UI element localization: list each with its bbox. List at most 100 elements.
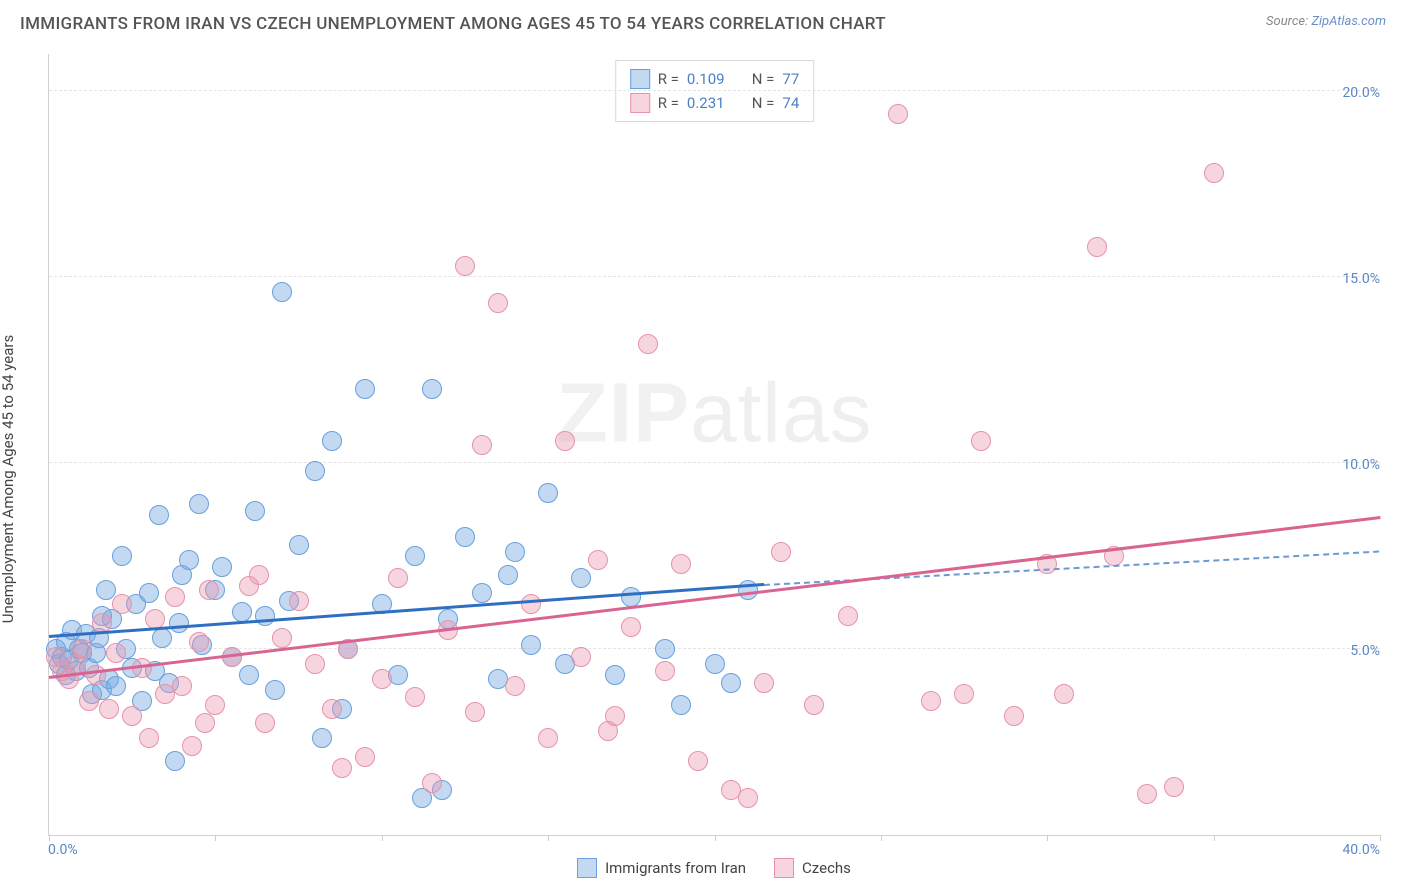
data-point: [621, 587, 641, 607]
data-point: [112, 546, 132, 566]
legend-swatch: [577, 858, 597, 878]
data-point: [555, 654, 575, 674]
data-point: [322, 699, 342, 719]
data-point: [116, 639, 136, 659]
data-point: [1087, 237, 1107, 257]
data-point: [405, 546, 425, 566]
watermark: ZIPatlas: [556, 365, 872, 462]
data-point: [289, 591, 309, 611]
data-point: [355, 379, 375, 399]
data-point: [771, 542, 791, 562]
gridline: [49, 462, 1380, 463]
data-point: [432, 780, 452, 800]
data-point: [521, 594, 541, 614]
legend-swatch: [774, 858, 794, 878]
data-point: [132, 691, 152, 711]
y-tick-label: 5.0%: [1350, 643, 1380, 659]
r-label: R =: [658, 91, 679, 115]
data-point: [172, 676, 192, 696]
data-point: [971, 431, 991, 451]
data-point: [305, 461, 325, 481]
data-point: [289, 535, 309, 555]
data-point: [182, 736, 202, 756]
data-point: [106, 676, 126, 696]
data-point: [738, 788, 758, 808]
data-point: [189, 494, 209, 514]
x-tick: [548, 835, 549, 841]
data-point: [165, 587, 185, 607]
data-point: [388, 665, 408, 685]
correlation-row: R =0.109 N =77: [630, 67, 800, 91]
data-point: [422, 773, 442, 793]
legend-item: Immigrants from Iran: [577, 858, 746, 878]
data-point: [179, 550, 199, 570]
data-point: [46, 647, 66, 667]
data-point: [102, 609, 122, 629]
data-point: [149, 505, 169, 525]
data-point: [106, 643, 126, 663]
data-point: [638, 334, 658, 354]
data-point: [1164, 777, 1184, 797]
data-point: [79, 658, 99, 678]
x-tick-label: 0.0%: [48, 842, 78, 858]
data-point: [388, 568, 408, 588]
source-attribution: Source: ZipAtlas.com: [1266, 14, 1386, 29]
data-point: [86, 665, 106, 685]
source-link[interactable]: ZipAtlas.com: [1311, 14, 1386, 29]
data-point: [621, 617, 641, 637]
data-point: [82, 684, 102, 704]
y-axis-label: Unemployment Among Ages 45 to 54 years: [0, 335, 17, 623]
data-point: [69, 639, 89, 659]
data-point: [355, 747, 375, 767]
data-point: [571, 568, 591, 588]
data-point: [332, 758, 352, 778]
data-point: [155, 684, 175, 704]
x-tick: [382, 835, 383, 841]
data-point: [92, 680, 112, 700]
r-label: R =: [658, 67, 679, 91]
data-point: [46, 639, 66, 659]
x-tick-label: 40.0%: [1342, 842, 1380, 858]
n-value: 77: [782, 67, 799, 91]
data-point: [99, 699, 119, 719]
data-point: [465, 702, 485, 722]
x-tick: [215, 835, 216, 841]
data-point: [245, 501, 265, 521]
data-point: [72, 643, 92, 663]
chart-title: IMMIGRANTS FROM IRAN VS CZECH UNEMPLOYME…: [20, 14, 886, 34]
scatter-plot: ZIPatlas R =0.109 N =77R =0.231 N =74: [48, 54, 1380, 836]
data-point: [239, 576, 259, 596]
data-point: [598, 721, 618, 741]
data-point: [605, 706, 625, 726]
data-point: [322, 431, 342, 451]
source-label: Source:: [1266, 14, 1308, 29]
data-point: [122, 706, 142, 726]
data-point: [372, 669, 392, 689]
data-point: [79, 691, 99, 711]
data-point: [1054, 684, 1074, 704]
data-point: [255, 606, 275, 626]
x-tick: [1380, 835, 1381, 841]
legend-swatch: [630, 69, 650, 89]
r-value: 0.231: [687, 91, 725, 115]
series-legend: Immigrants from Iran Czechs: [48, 858, 1380, 878]
data-point: [721, 673, 741, 693]
data-point: [538, 728, 558, 748]
data-point: [505, 542, 525, 562]
data-point: [212, 557, 232, 577]
data-point: [192, 635, 212, 655]
legend-item: Czechs: [774, 858, 851, 878]
x-tick: [49, 835, 50, 841]
data-point: [62, 620, 82, 640]
data-point: [505, 676, 525, 696]
data-point: [72, 639, 92, 659]
data-point: [152, 628, 172, 648]
data-point: [159, 673, 179, 693]
data-point: [521, 635, 541, 655]
data-point: [671, 695, 691, 715]
data-point: [279, 591, 299, 611]
data-point: [265, 680, 285, 700]
data-point: [49, 654, 69, 674]
data-point: [655, 639, 675, 659]
data-point: [412, 788, 432, 808]
